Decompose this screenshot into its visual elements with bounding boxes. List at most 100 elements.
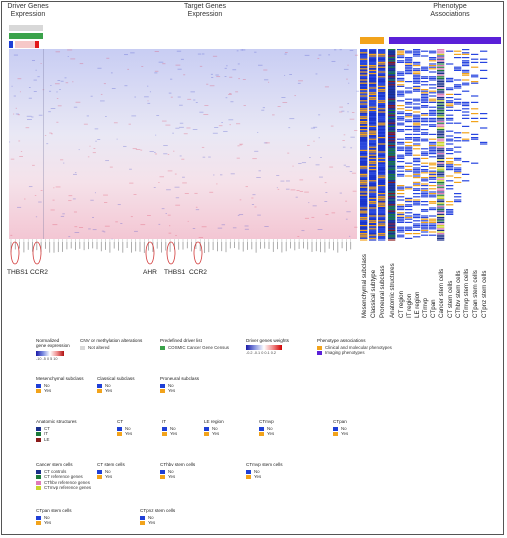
gene-label-mark — [186, 242, 188, 249]
pheno-cell — [413, 215, 421, 217]
legend-swatch — [97, 383, 102, 388]
pheno-cell — [462, 105, 470, 107]
gene-label-mark — [109, 242, 111, 253]
pheno-cell — [369, 114, 377, 116]
heatmap-cell — [78, 227, 84, 228]
pheno-cell — [429, 124, 437, 126]
pheno-cell — [378, 231, 386, 233]
pheno-cell — [429, 57, 437, 59]
pheno-cell — [378, 84, 386, 86]
pheno-cell — [462, 132, 470, 134]
pheno-cell — [429, 77, 437, 79]
heatmap-cell — [276, 175, 280, 176]
heatmap-cell — [130, 52, 135, 54]
pheno-cell — [369, 151, 377, 153]
pheno-cell — [378, 60, 386, 62]
gene-label-mark — [217, 242, 218, 252]
heatmap-cell — [299, 190, 304, 192]
pheno-cell — [378, 141, 386, 143]
pheno-cell — [421, 223, 429, 225]
pheno-label-14: CTpnz stem cells — [481, 270, 488, 318]
gene-label-mark — [225, 242, 227, 253]
pheno-cell — [405, 217, 413, 219]
pheno-cell — [388, 106, 396, 108]
heatmap-cell — [342, 146, 346, 148]
pheno-cell — [429, 194, 437, 196]
pheno-cell — [360, 239, 368, 241]
driver-separator — [43, 49, 44, 239]
pheno-cell — [454, 167, 462, 169]
pheno-cell — [437, 68, 445, 70]
heatmap-cell — [104, 202, 108, 203]
gene-label-mark — [290, 242, 291, 249]
pheno-cell — [360, 207, 368, 209]
heatmap-cell — [72, 198, 76, 200]
pheno-cell — [413, 65, 421, 67]
heatmap-cell — [105, 116, 107, 117]
pheno-cell — [429, 223, 437, 225]
pheno-cell — [429, 113, 437, 115]
pheno-column-bg — [421, 49, 429, 239]
pheno-cell — [446, 212, 454, 214]
pheno-cell — [360, 193, 368, 195]
pheno-cell — [462, 65, 470, 67]
heatmap-cell — [304, 54, 310, 56]
pheno-cell — [378, 57, 386, 59]
pheno-cell — [397, 61, 405, 63]
pheno-cell — [437, 138, 445, 140]
pheno-cell — [413, 167, 421, 169]
pheno-cell — [421, 90, 429, 92]
pheno-cell — [397, 105, 405, 107]
pheno-cell — [388, 50, 396, 52]
heatmap-cell — [127, 68, 130, 70]
pheno-cell — [378, 145, 386, 147]
pheno-cell — [369, 82, 377, 84]
heatmap-cell — [103, 83, 106, 85]
heatmap-cell — [356, 90, 360, 92]
pheno-cell — [388, 61, 396, 63]
heatmap-cell — [285, 188, 290, 190]
heatmap-cell — [17, 206, 22, 208]
heatmap-cell — [63, 162, 65, 164]
pheno-cell — [378, 185, 386, 187]
pheno-cell — [378, 111, 386, 113]
pheno-cell — [378, 81, 386, 83]
gene-label-mark — [126, 242, 128, 249]
pheno-cell — [360, 71, 368, 73]
pheno-cell — [462, 138, 470, 140]
pheno-cell — [421, 95, 429, 97]
pheno-cell — [397, 156, 405, 158]
pheno-cell — [397, 95, 405, 97]
pheno-cell — [388, 108, 396, 110]
pheno-cell — [413, 49, 421, 51]
pheno-label-1: Classical subtype — [370, 269, 377, 318]
legend-swatch — [162, 426, 167, 431]
pheno-cell — [369, 92, 377, 94]
heatmap-cell — [277, 188, 280, 190]
pheno-cell — [388, 151, 396, 153]
pheno-cell — [413, 185, 421, 187]
pheno-cell — [388, 189, 396, 191]
pheno-cell — [378, 124, 386, 126]
pheno-cell — [388, 199, 396, 201]
pheno-cell — [429, 92, 437, 94]
heatmap-cell — [75, 101, 81, 103]
pheno-cell — [413, 157, 421, 159]
pheno-cell — [397, 186, 405, 188]
pheno-cell — [446, 97, 454, 99]
pheno-cell — [397, 196, 405, 198]
pheno-cell — [388, 116, 396, 118]
pheno-cell — [360, 201, 368, 203]
pheno-cell — [369, 49, 377, 51]
pheno-cell — [369, 132, 377, 134]
pheno-cell — [413, 117, 421, 119]
heatmap-cell — [158, 61, 164, 63]
pheno-cell — [454, 68, 462, 70]
pheno-cell — [369, 180, 377, 182]
gene-label-mark — [234, 242, 235, 249]
pheno-cell — [413, 129, 421, 131]
gene-label-mark — [70, 242, 72, 249]
pheno-cell — [388, 212, 396, 214]
pheno-cell — [360, 183, 368, 185]
heatmap-cell — [339, 106, 344, 108]
